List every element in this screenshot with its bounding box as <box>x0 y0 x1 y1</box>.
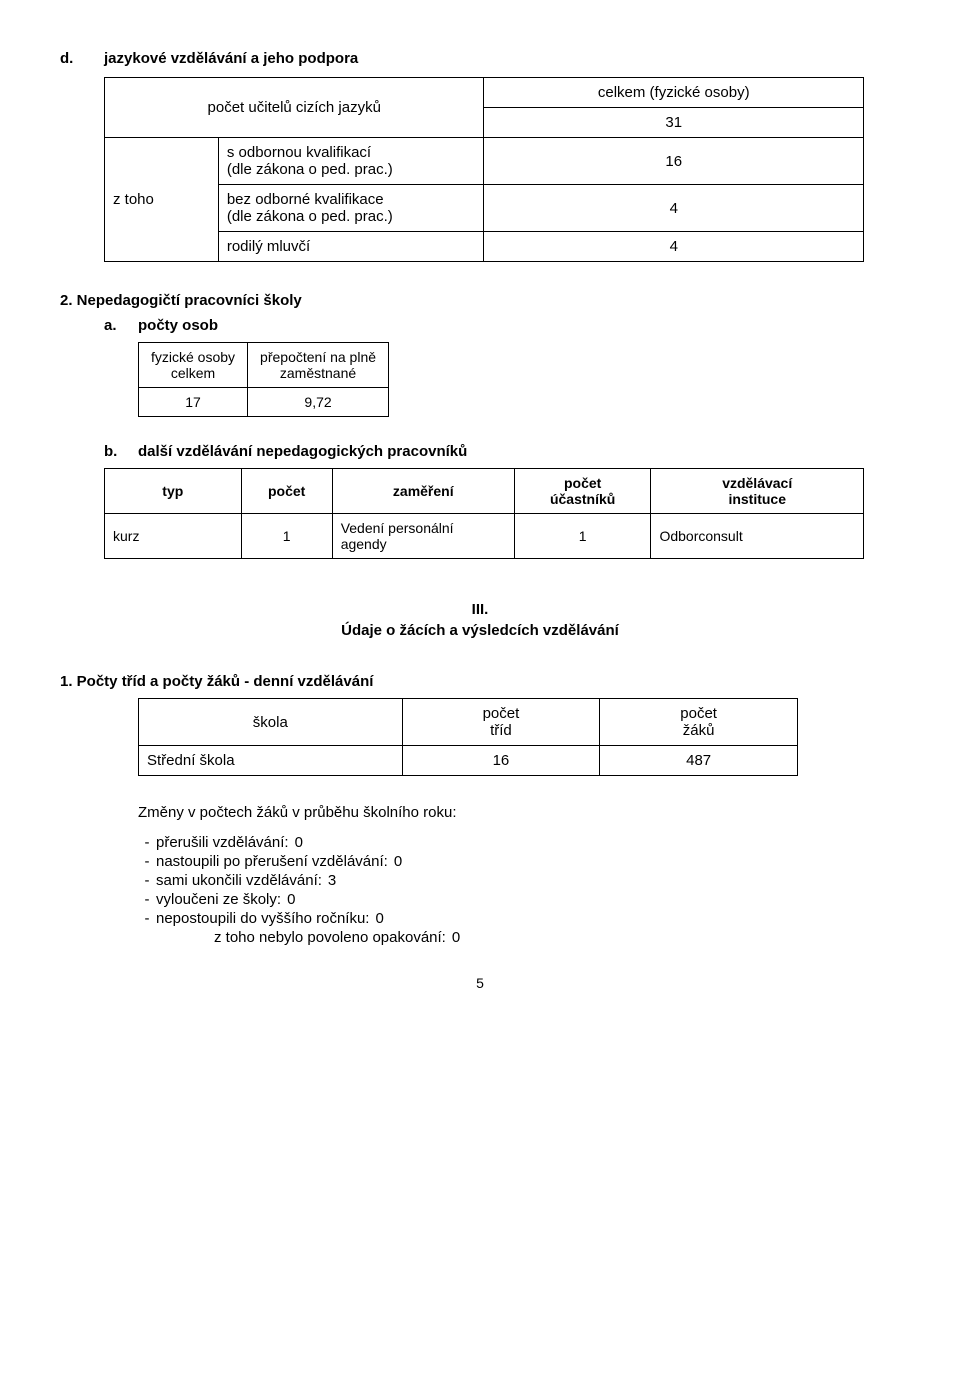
qual1-desc: s odbornou kvalifikací (dle zákona o ped… <box>218 138 484 185</box>
staff-counts-table: fyzické osoby celkem přepočtení na plně … <box>138 342 389 417</box>
changes-label: vyloučeni ze školy: <box>156 891 281 908</box>
changes-label: sami ukončili vzdělávání: <box>156 872 322 889</box>
dash-icon: - <box>138 853 156 870</box>
lang-row1-right-val: 31 <box>484 108 864 138</box>
changes-sub-val: 0 <box>452 929 460 946</box>
dash-icon: - <box>138 910 156 927</box>
section-title: jazykové vzdělávání a jeho podpora <box>104 50 358 67</box>
changes-item: - nastoupili po přerušení vzdělávání: 0 <box>138 852 900 871</box>
section-b-heading: b. další vzdělávání nepedagogických prac… <box>104 443 900 460</box>
changes-subitem: z toho nebylo povoleno opakování: 0 <box>214 928 900 947</box>
edu-h-pocet: počet <box>241 469 332 514</box>
q1-val: 16 <box>484 138 864 185</box>
cls-h-zak-top: počet <box>608 705 789 722</box>
changes-item: - nepostoupili do vyššího ročníku: 0 <box>138 909 900 928</box>
sm-h2-l1: přepočtení na plně <box>260 349 376 365</box>
edu-h-uc-bot: účastníků <box>550 491 615 507</box>
section-letter: b. <box>104 443 138 460</box>
changes-item: - přerušili vzdělávání: 0 <box>138 833 900 852</box>
chapter-3-title: Údaje o žácích a výsledcích vzdělávání <box>60 622 900 639</box>
sm-v1: 17 <box>139 388 248 417</box>
edu-r1-uc: 1 <box>514 514 651 559</box>
changes-val: 0 <box>394 853 402 870</box>
q2-l1: bez odborné kvalifikace <box>227 191 476 208</box>
sm-v2: 9,72 <box>248 388 389 417</box>
sm-h2-l2: zaměstnané <box>260 365 376 381</box>
page-number: 5 <box>60 975 900 991</box>
sm-h2: přepočtení na plně zaměstnané <box>248 343 389 388</box>
q2-val: 4 <box>484 185 864 232</box>
q1-l2: (dle zákona o ped. prac.) <box>227 161 476 178</box>
chapter-3-num: III. <box>60 601 900 618</box>
section-letter: a. <box>104 317 138 334</box>
section-d-heading: d. jazykové vzdělávání a jeho podpora <box>60 50 900 67</box>
dash-icon: - <box>138 891 156 908</box>
cls-h-trid-top: počet <box>411 705 592 722</box>
cls-r1-zak: 487 <box>600 746 798 776</box>
lang-row1-right-top: celkem (fyzické osoby) <box>484 78 864 108</box>
changes-val: 0 <box>375 910 383 927</box>
sm-h1-l2: celkem <box>151 365 235 381</box>
heading-1-sec3: 1. Počty tříd a počty žáků - denní vzděl… <box>60 673 900 690</box>
qual2-desc: bez odborné kvalifikace (dle zákona o pe… <box>218 185 484 232</box>
edu-h-uc-top: počet <box>564 475 601 491</box>
section-title: počty osob <box>138 317 218 334</box>
lang-row1-left: počet učitelů cizích jazyků <box>105 78 484 138</box>
q2-l2: (dle zákona o ped. prac.) <box>227 208 476 225</box>
q3-val: 4 <box>484 232 864 262</box>
changes-sub-label: z toho nebylo povoleno opakování: <box>214 929 446 946</box>
cls-r1-trid: 16 <box>402 746 600 776</box>
edu-h-inst-top: vzdělávací <box>722 475 792 491</box>
cls-h-trid: počet tříd <box>402 699 600 746</box>
edu-r1-zam-l1: Vedení personální <box>341 520 506 536</box>
changes-item: - vyloučeni ze školy: 0 <box>138 890 900 909</box>
edu-h-uc: počet účastníků <box>514 469 651 514</box>
language-teachers-table: počet učitelů cizích jazyků celkem (fyzi… <box>104 77 864 262</box>
changes-val: 0 <box>287 891 295 908</box>
further-education-table: typ počet zaměření počet účastníků vzděl… <box>104 468 864 559</box>
edu-r1-inst: Odborconsult <box>651 514 864 559</box>
heading-2: 2. Nepedagogičtí pracovníci školy <box>60 292 900 309</box>
dash-icon: - <box>138 872 156 889</box>
dash-icon: - <box>138 834 156 851</box>
section-title: další vzdělávání nepedagogických pracovn… <box>138 443 467 460</box>
edu-h-typ: typ <box>105 469 242 514</box>
cls-h-skola: škola <box>139 699 403 746</box>
q1-l1: s odbornou kvalifikací <box>227 144 476 161</box>
q3-desc: rodilý mluvčí <box>218 232 484 262</box>
ztoho-label: z toho <box>105 138 219 262</box>
cls-r1-name: Střední škola <box>139 746 403 776</box>
edu-h-inst: vzdělávací instituce <box>651 469 864 514</box>
edu-h-pocet-txt: počet <box>268 483 305 499</box>
changes-val: 3 <box>328 872 336 889</box>
changes-item: - sami ukončili vzdělávání: 3 <box>138 871 900 890</box>
cls-h-zak: počet žáků <box>600 699 798 746</box>
section-letter: d. <box>60 50 104 67</box>
edu-h-typ-txt: typ <box>162 483 183 499</box>
edu-r1-zam-l2: agendy <box>341 536 506 552</box>
class-counts-table: škola počet tříd počet žáků Střední škol… <box>138 698 798 776</box>
edu-h-zam-txt: zaměření <box>393 483 454 499</box>
changes-label: přerušili vzdělávání: <box>156 834 289 851</box>
edu-r1-pocet: 1 <box>241 514 332 559</box>
cls-h-zak-bot: žáků <box>608 722 789 739</box>
edu-h-inst-bot: instituce <box>728 491 786 507</box>
sm-h1: fyzické osoby celkem <box>139 343 248 388</box>
changes-label: nepostoupili do vyššího ročníku: <box>156 910 369 927</box>
edu-r1-typ: kurz <box>105 514 242 559</box>
edu-r1-zam: Vedení personální agendy <box>332 514 514 559</box>
section-a-heading: a. počty osob <box>104 317 900 334</box>
changes-label: nastoupili po přerušení vzdělávání: <box>156 853 388 870</box>
changes-val: 0 <box>295 834 303 851</box>
sm-h1-l1: fyzické osoby <box>151 349 235 365</box>
changes-title: Změny v počtech žáků v průběhu školního … <box>138 804 900 821</box>
edu-h-zam: zaměření <box>332 469 514 514</box>
cls-h-trid-bot: tříd <box>411 722 592 739</box>
